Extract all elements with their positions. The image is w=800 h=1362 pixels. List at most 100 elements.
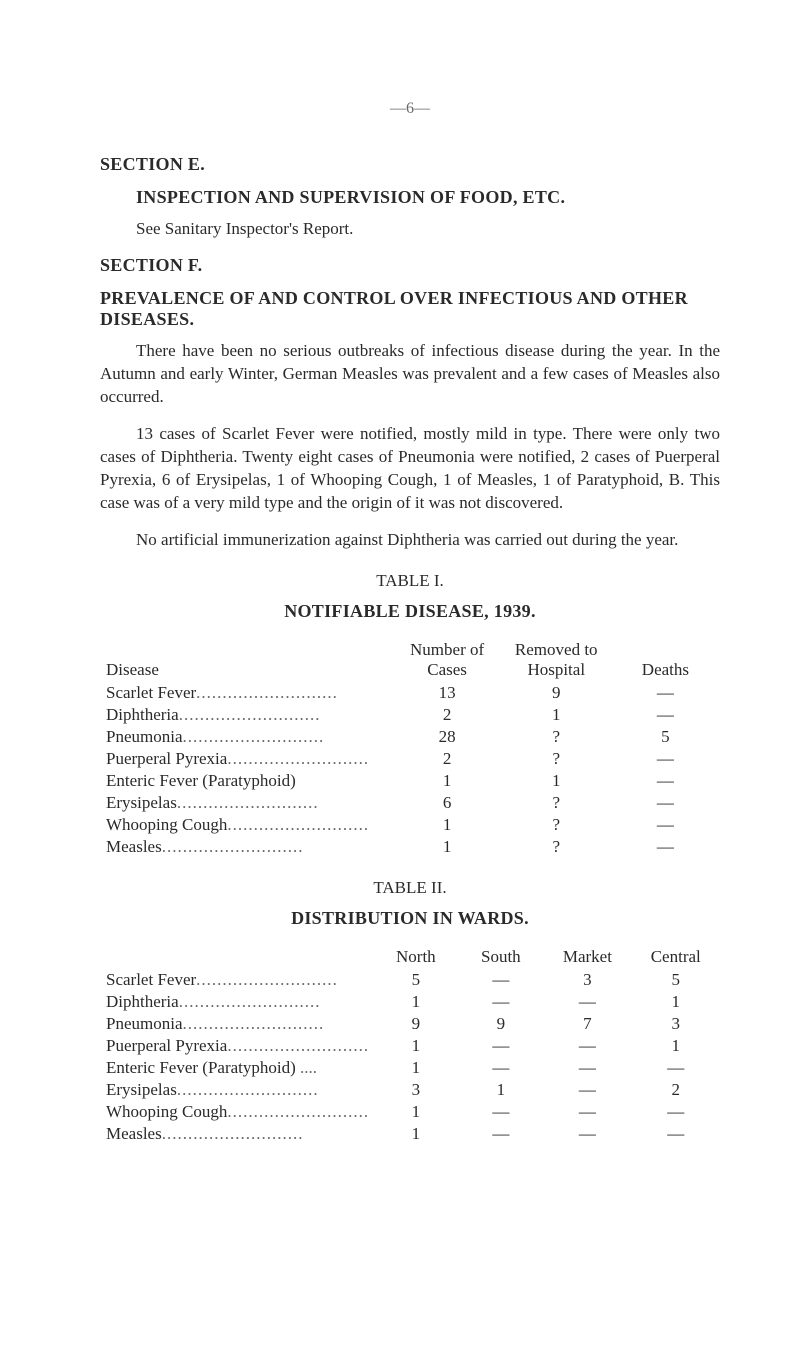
table1-disease-cell: Diphtheria xyxy=(100,704,393,726)
table1-removed-cell: ? xyxy=(502,726,611,748)
table1-cases-cell: 1 xyxy=(393,836,502,858)
table2-central-cell: — xyxy=(631,1057,720,1079)
table2-disease-label: Measles xyxy=(106,1124,162,1143)
table1-row: Erysipelas 6?— xyxy=(100,792,720,814)
table1-removed-cell: ? xyxy=(502,748,611,770)
table2-row: Whooping Cough1——— xyxy=(100,1101,720,1123)
table1-disease-label: Diphtheria xyxy=(106,705,179,724)
table2-disease-label: Scarlet Fever xyxy=(106,970,196,989)
table2-row: Scarlet Fever5—35 xyxy=(100,969,720,991)
leader-dots xyxy=(162,1124,302,1144)
table1-deaths-cell: 5 xyxy=(611,726,720,748)
leader-dots xyxy=(177,793,317,813)
table2-market-cell: — xyxy=(543,1123,631,1145)
table2-north-cell: 9 xyxy=(373,1013,458,1035)
table2-north-cell: 3 xyxy=(373,1079,458,1101)
table1-row: Puerperal Pyrexia2?— xyxy=(100,748,720,770)
table1-disease-label: Puerperal Pyrexia xyxy=(106,749,227,768)
table2-north-cell: 1 xyxy=(373,1057,458,1079)
table2-central-cell: 5 xyxy=(631,969,720,991)
table2-disease-cell: Enteric Fever (Paratyphoid) .... xyxy=(100,1057,373,1079)
table1-row: Measles1?— xyxy=(100,836,720,858)
table2-disease-cell: Measles xyxy=(100,1123,373,1145)
leader-dots xyxy=(227,1102,367,1122)
table2-disease-label: Enteric Fever (Paratyphoid) xyxy=(106,1058,296,1077)
table2-disease-label: Erysipelas xyxy=(106,1080,177,1099)
table2-body: Scarlet Fever5—35Diphtheria1——1Pneumonia… xyxy=(100,969,720,1145)
page-container: —6— SECTION E. INSPECTION AND SUPERVISIO… xyxy=(0,0,800,1362)
table1-deaths-cell: — xyxy=(611,682,720,704)
table1-cases-cell: 13 xyxy=(393,682,502,704)
leader-dots xyxy=(227,815,367,835)
table2-south-cell: 1 xyxy=(458,1079,543,1101)
table2-header-central: Central xyxy=(631,945,720,969)
table1-deaths-cell: — xyxy=(611,792,720,814)
section-e-text: See Sanitary Inspector's Report. xyxy=(136,218,720,241)
table1-row: Diphtheria21— xyxy=(100,704,720,726)
table1-disease-label: Scarlet Fever xyxy=(106,683,196,702)
table2-market-cell: — xyxy=(543,1079,631,1101)
table2-market-cell: — xyxy=(543,1035,631,1057)
table2-market-cell: — xyxy=(543,1057,631,1079)
table1-disease-cell: Whooping Cough xyxy=(100,814,393,836)
table2-central-cell: 3 xyxy=(631,1013,720,1035)
leader-dots xyxy=(179,992,319,1012)
table2-north-cell: 1 xyxy=(373,991,458,1013)
table2-market-cell: 7 xyxy=(543,1013,631,1035)
table2-north-cell: 1 xyxy=(373,1101,458,1123)
table1-title: NOTIFIABLE DISEASE, 1939. xyxy=(100,601,720,622)
table1-deaths-cell: — xyxy=(611,836,720,858)
leader-dots xyxy=(177,1080,317,1100)
table2-row: Diphtheria1——1 xyxy=(100,991,720,1013)
table1-cases-cell: 6 xyxy=(393,792,502,814)
leader-dots xyxy=(227,1036,367,1056)
table1-header-row: Disease Number ofCases Removed toHospita… xyxy=(100,638,720,682)
table2-market-cell: — xyxy=(543,1101,631,1123)
leader-dots xyxy=(183,727,323,747)
table1-deaths-cell: — xyxy=(611,814,720,836)
table2-disease-cell: Whooping Cough xyxy=(100,1101,373,1123)
table2-disease-label: Diphtheria xyxy=(106,992,179,1011)
table1-removed-cell: ? xyxy=(502,814,611,836)
table2-central-cell: 1 xyxy=(631,1035,720,1057)
section-e-title: INSPECTION AND SUPERVISION OF FOOD, ETC. xyxy=(136,187,720,208)
table2-south-cell: — xyxy=(458,1101,543,1123)
table2-south-cell: — xyxy=(458,1123,543,1145)
table2-title: DISTRIBUTION IN WARDS. xyxy=(100,908,720,929)
table1-removed-cell: 1 xyxy=(502,704,611,726)
table2-disease-cell: Scarlet Fever xyxy=(100,969,373,991)
table1-disease-label: Measles xyxy=(106,837,162,856)
table2-south-cell: — xyxy=(458,991,543,1013)
table1-disease-cell: Erysipelas xyxy=(100,792,393,814)
table1-removed-cell: 1 xyxy=(502,770,611,792)
table2-north-cell: 1 xyxy=(373,1035,458,1057)
table2-header-market: Market xyxy=(543,945,631,969)
table2-disease-cell: Pneumonia xyxy=(100,1013,373,1035)
table1-removed-cell: ? xyxy=(502,792,611,814)
leader-dots xyxy=(196,683,336,703)
table1-disease-cell: Measles xyxy=(100,836,393,858)
table1-row: Whooping Cough1?— xyxy=(100,814,720,836)
section-f-heading: SECTION F. xyxy=(100,255,720,276)
leader-dots xyxy=(162,837,302,857)
table2-south-cell: 9 xyxy=(458,1013,543,1035)
leader-dots-short: .... xyxy=(296,1058,317,1077)
table2-central-cell: — xyxy=(631,1101,720,1123)
table2-north-cell: 1 xyxy=(373,1123,458,1145)
table1-cases-cell: 2 xyxy=(393,748,502,770)
table1-disease-label: Erysipelas xyxy=(106,793,177,812)
leader-dots xyxy=(179,705,319,725)
table2-caption: TABLE II. xyxy=(100,878,720,898)
table1-header-removed: Removed toHospital xyxy=(502,638,611,682)
table1: Disease Number ofCases Removed toHospita… xyxy=(100,638,720,858)
table1-cases-cell: 1 xyxy=(393,770,502,792)
table2-central-cell: 2 xyxy=(631,1079,720,1101)
section-e-heading: SECTION E. xyxy=(100,154,720,175)
table1-header-disease: Disease xyxy=(100,638,393,682)
section-f-para1: There have been no serious outbreaks of … xyxy=(100,340,720,409)
table2-row: Enteric Fever (Paratyphoid) ....1——— xyxy=(100,1057,720,1079)
table1-disease-label: Whooping Cough xyxy=(106,815,227,834)
page-number: —6— xyxy=(100,100,720,118)
table1-disease-cell: Puerperal Pyrexia xyxy=(100,748,393,770)
table1-disease-label: Pneumonia xyxy=(106,727,183,746)
